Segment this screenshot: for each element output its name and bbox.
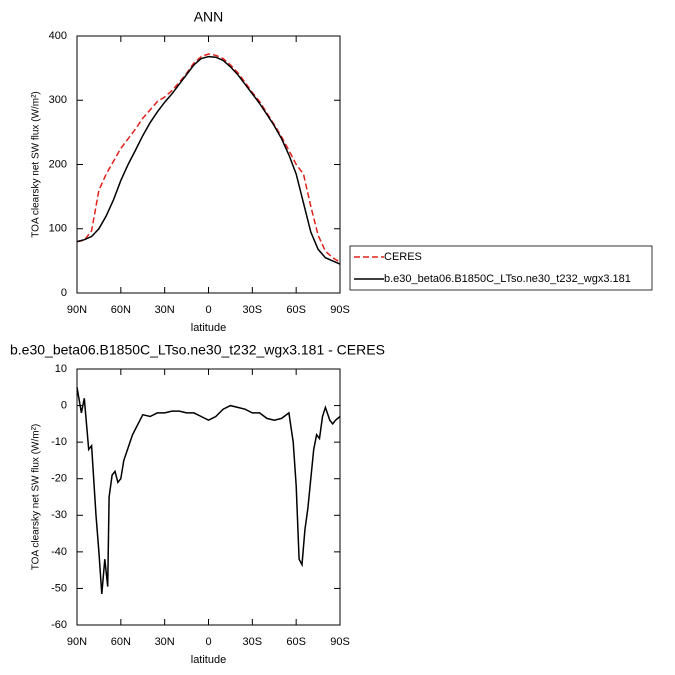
y-tick-label: 400 — [49, 30, 67, 42]
y-axis-label: TOA clearsky net SW flux (W/m²) — [31, 424, 42, 571]
x-tick-label: 90S — [330, 304, 350, 316]
x-tick-label: 90N — [67, 304, 87, 316]
y-tick-label: 10 — [55, 363, 67, 375]
legend-box — [349, 245, 653, 291]
data-line — [76, 387, 341, 594]
plot-frame — [76, 35, 341, 294]
y-tick-label: -40 — [51, 546, 67, 558]
plot-frame — [76, 368, 341, 626]
y-tick-label: 200 — [49, 158, 67, 170]
chart-title: ANN — [194, 9, 224, 25]
x-tick-label: 0 — [205, 636, 211, 648]
x-tick-label: 60N — [111, 304, 131, 316]
x-tick-label: 30N — [155, 636, 175, 648]
y-tick-label: -50 — [51, 582, 67, 594]
x-tick-label: 30N — [155, 304, 175, 316]
x-tick-label: 90S — [330, 636, 350, 648]
y-tick-label: -60 — [51, 619, 67, 631]
x-tick-label: 60S — [286, 636, 306, 648]
y-tick-label: 0 — [61, 399, 67, 411]
legend-label: b.e30_beta06.B1850C_LTso.ne30_t232_wgx3.… — [384, 273, 631, 285]
x-tick-label: 30S — [243, 304, 263, 316]
chart-title: b.e30_beta06.B1850C_LTso.ne30_t232_wgx3.… — [10, 342, 385, 358]
y-tick-label: 300 — [49, 94, 67, 106]
x-axis-label: latitude — [191, 654, 226, 666]
x-tick-label: 0 — [205, 304, 211, 316]
y-tick-label: -10 — [51, 436, 67, 448]
y-tick-label: -20 — [51, 473, 67, 485]
data-line — [76, 55, 341, 265]
y-tick-label: 100 — [49, 223, 67, 235]
y-tick-label: 0 — [61, 287, 67, 299]
data-line — [76, 53, 341, 263]
y-axis-label: TOA clearsky net SW flux (W/m²) — [31, 91, 42, 238]
x-tick-label: 60S — [286, 304, 306, 316]
y-tick-label: -30 — [51, 509, 67, 521]
x-tick-label: 90N — [67, 636, 87, 648]
x-tick-label: 30S — [243, 636, 263, 648]
x-tick-label: 60N — [111, 636, 131, 648]
x-axis-label: latitude — [191, 322, 226, 334]
legend-label: CERES — [384, 251, 422, 263]
